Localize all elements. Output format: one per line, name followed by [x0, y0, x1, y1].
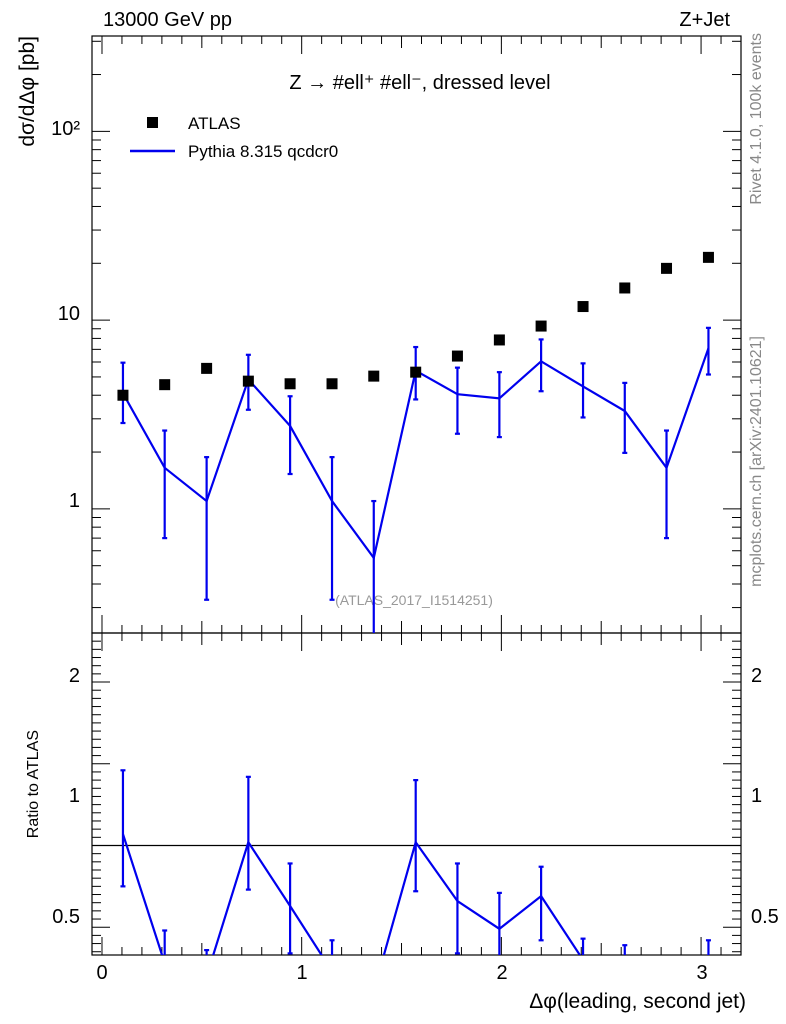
- header-right: Z+Jet: [679, 9, 730, 31]
- atlas-data-point: [619, 282, 631, 294]
- ratio-tick-label-right-1: 1: [751, 785, 762, 807]
- y-tick-label-10: 10: [58, 303, 80, 325]
- y-axis-title: dσ/dΔφ [pb]: [16, 36, 39, 147]
- x-axis-ticks: [101, 36, 742, 955]
- main-axis-ticks: [92, 40, 741, 609]
- x-tick-label-3: 3: [696, 962, 707, 984]
- ratio-tick-label-left-1: 1: [69, 785, 80, 807]
- legend-label-pythia: Pythia 8.315 qcdcr0: [188, 142, 338, 161]
- side-label-source: mcplots.cern.ch [arXiv:2401.10621]: [748, 336, 765, 587]
- ratio-data-layer: [120, 769, 711, 955]
- atlas-data-point: [702, 251, 714, 263]
- atlas-data-point: [159, 379, 171, 391]
- atlas-data-point: [117, 389, 129, 401]
- ratio-tick-label-left-0.5: 0.5: [52, 906, 80, 928]
- ratio-tick-label-right-0.5: 0.5: [751, 906, 779, 928]
- atlas-data-point: [661, 262, 673, 274]
- atlas-data-point: [368, 370, 380, 382]
- y-tick-label-1: 1: [69, 490, 80, 512]
- ratio-y-axis-title: Ratio to ATLAS: [25, 730, 42, 838]
- atlas-data-point: [326, 378, 338, 390]
- header-left: 13000 GeV pp: [103, 9, 232, 31]
- plot-title: Z → #ell⁺ #ell⁻, dressed level: [289, 72, 550, 94]
- side-label-version: Rivet 4.1.0, 100k events: [748, 33, 765, 205]
- atlas-data-point: [410, 366, 422, 378]
- legend-label-atlas: ATLAS: [188, 114, 241, 133]
- legend-marker-atlas: [147, 117, 158, 128]
- main-data-layer: [117, 251, 714, 633]
- x-axis-title: Δφ(leading, second jet): [529, 990, 746, 1013]
- atlas-data-point: [535, 320, 547, 332]
- y-tick-label-100: 10²: [51, 118, 80, 140]
- analysis-label: (ATLAS_2017_I1514251): [335, 592, 493, 608]
- atlas-data-point: [577, 301, 589, 313]
- x-tick-label-1: 1: [296, 962, 307, 984]
- x-tick-label-0: 0: [96, 962, 107, 984]
- ratio-tick-label-left-2: 2: [69, 665, 80, 687]
- atlas-data-point: [493, 334, 505, 346]
- atlas-data-point: [201, 362, 213, 374]
- atlas-data-point: [451, 350, 463, 362]
- atlas-data-point: [284, 378, 296, 390]
- x-tick-label-2: 2: [496, 962, 507, 984]
- ratio-tick-label-right-2: 2: [751, 665, 762, 687]
- atlas-data-point: [242, 375, 254, 387]
- ratio-plot-frame: [91, 632, 742, 956]
- ratio-axis-ticks: [92, 632, 741, 953]
